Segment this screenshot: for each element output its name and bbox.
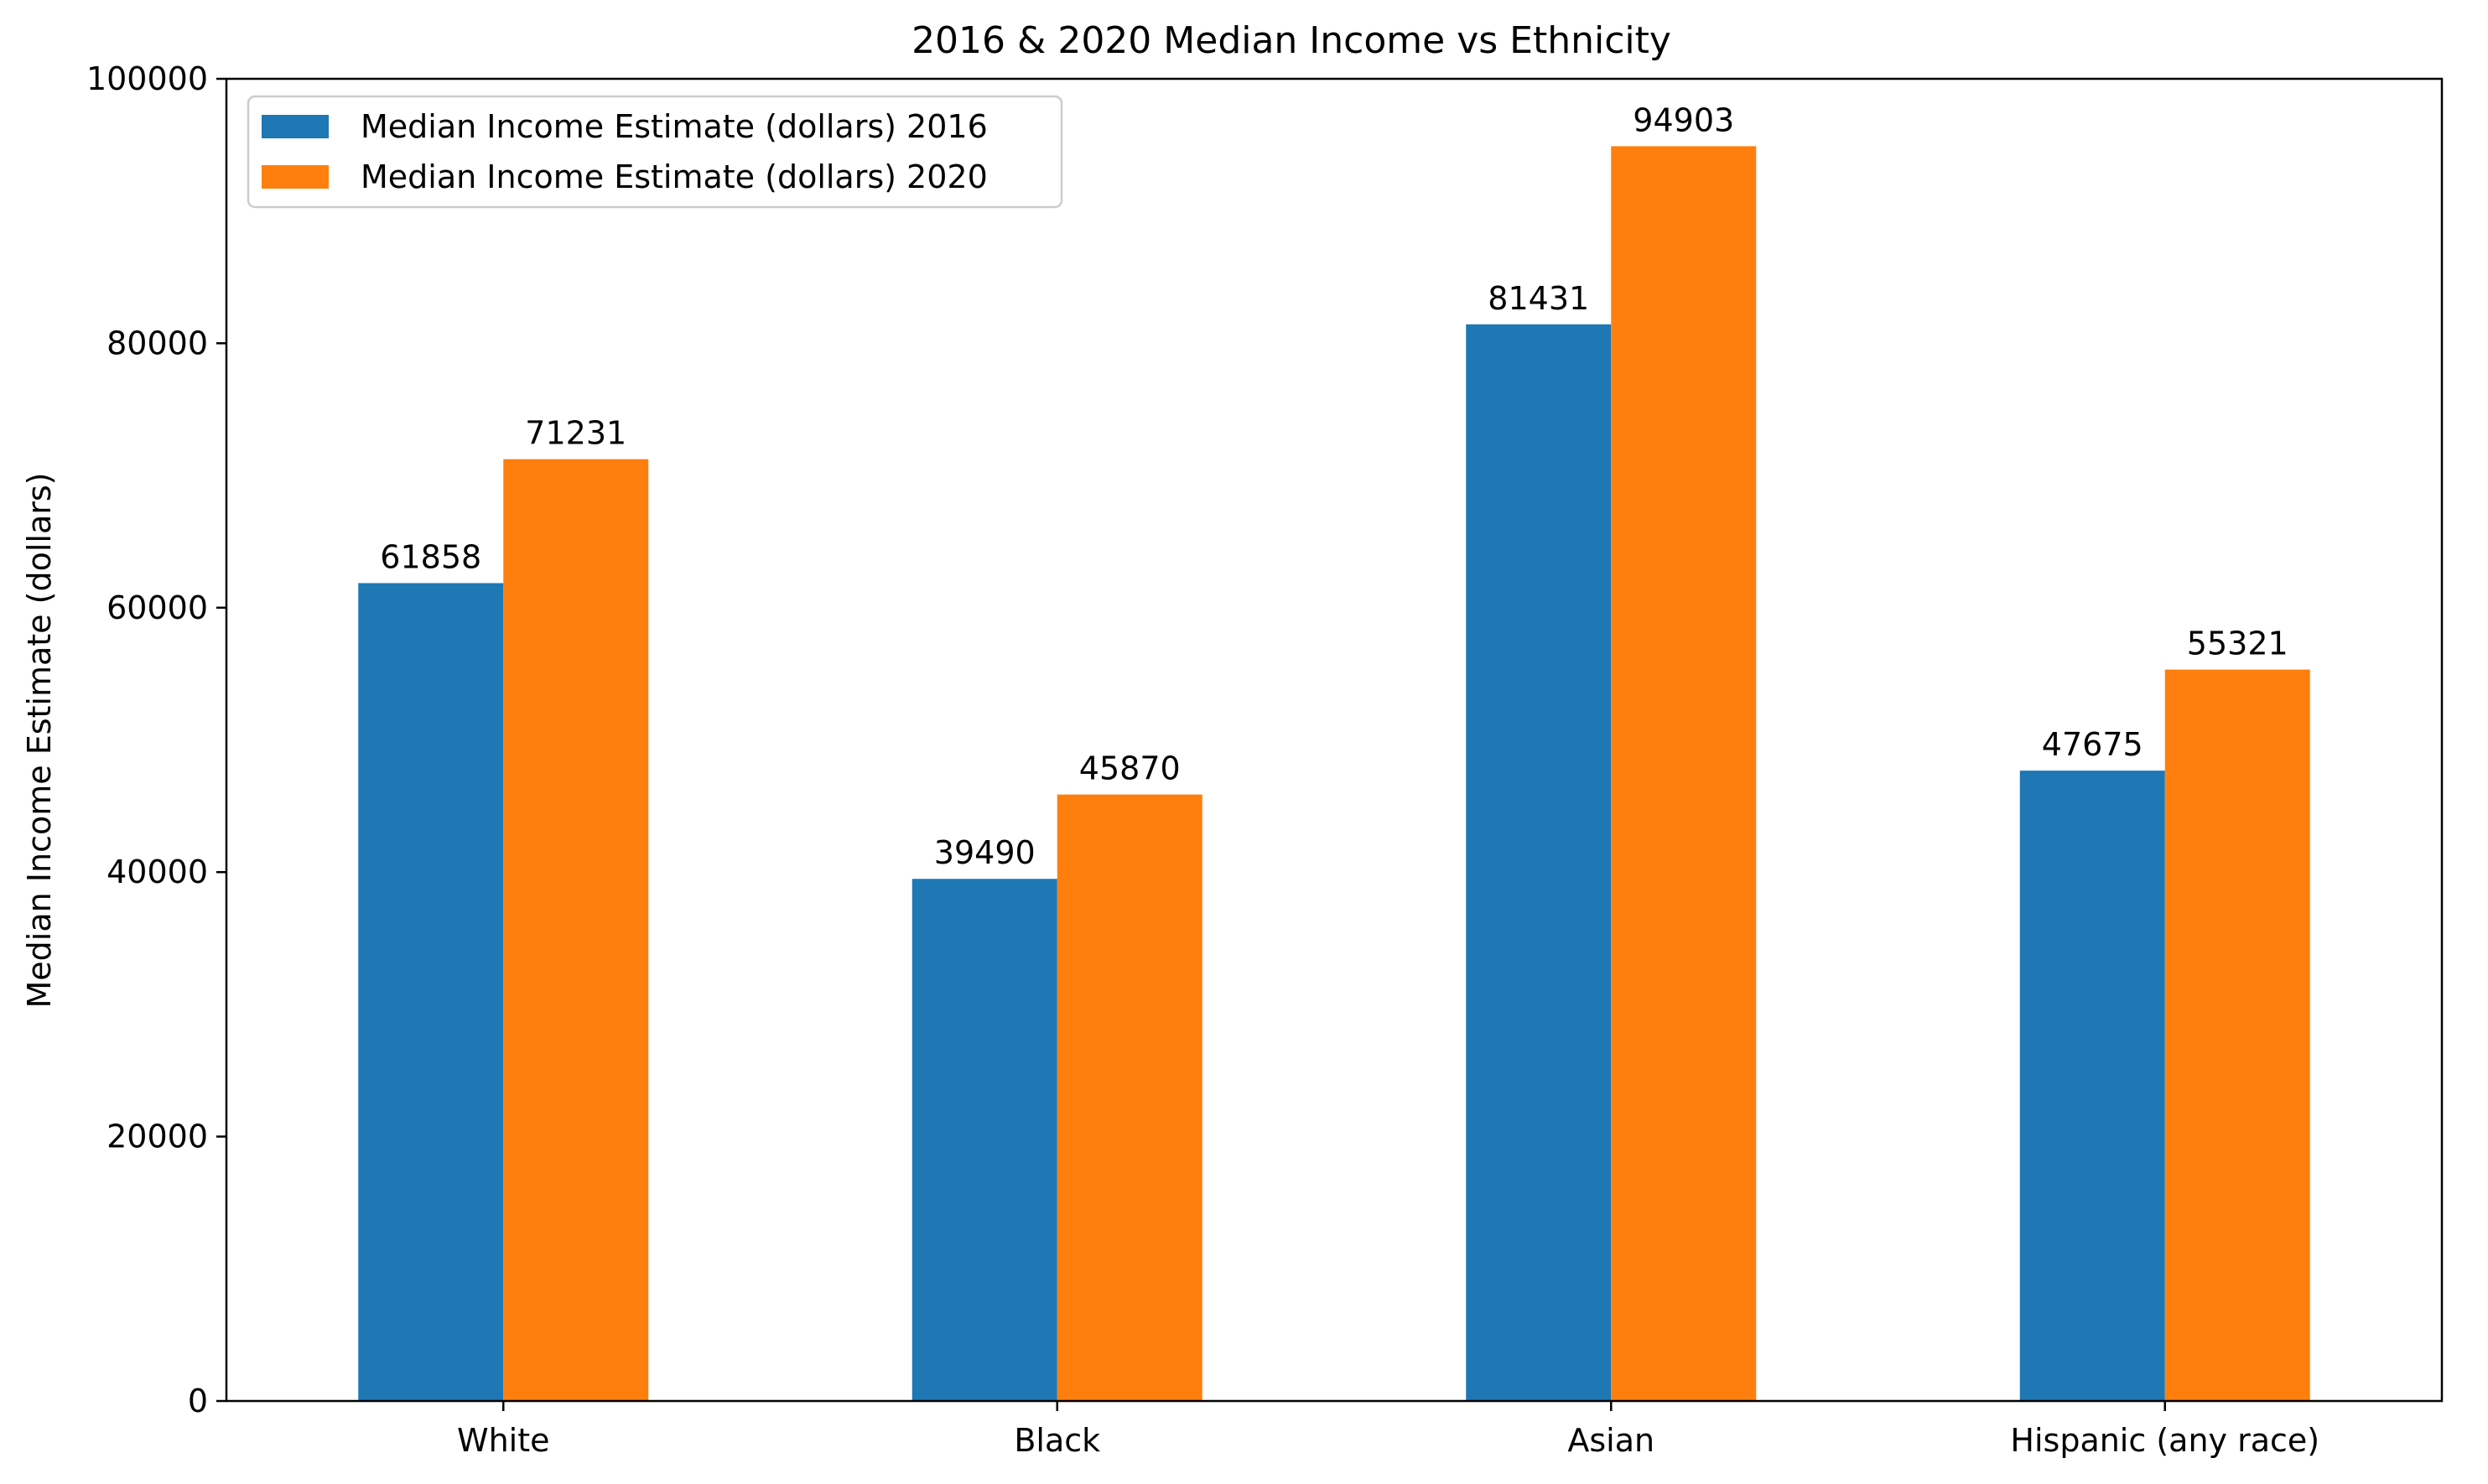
y-tick-label: 100000 xyxy=(86,60,208,97)
bar-2016-0 xyxy=(358,583,504,1401)
x-tick-label: Black xyxy=(1014,1422,1100,1459)
data-label: 81431 xyxy=(1488,280,1589,317)
data-label: 94903 xyxy=(1633,101,1734,138)
x-tick-label: Hispanic (any race) xyxy=(2010,1422,2319,1459)
bar-2016-1 xyxy=(912,879,1057,1401)
y-tick-label: 80000 xyxy=(106,324,208,361)
legend-swatch-2020 xyxy=(262,165,329,189)
data-label: 47675 xyxy=(2042,726,2143,763)
data-label: 61858 xyxy=(380,538,481,575)
legend-label: Median Income Estimate (dollars) 2016 xyxy=(361,108,988,145)
y-axis-label: Median Income Estimate (dollars) xyxy=(21,473,58,1009)
legend: Median Income Estimate (dollars) 2016 Med… xyxy=(247,95,1063,209)
y-tick-label: 20000 xyxy=(106,1118,208,1155)
bar-2020-3 xyxy=(2164,669,2310,1401)
bar-2020-0 xyxy=(503,459,649,1401)
bar-2016-3 xyxy=(2019,771,2165,1401)
bar-2020-1 xyxy=(1057,794,1202,1401)
data-label: 39490 xyxy=(934,834,1036,871)
legend-label: Median Income Estimate (dollars) 2020 xyxy=(361,158,988,195)
chart-title: 2016 & 2020 Median Income vs Ethnicity xyxy=(912,19,1671,62)
plot-area: 61858 39490 81431 47675 71231 45870 94903 55321… xyxy=(86,60,2444,1459)
legend-box xyxy=(247,95,1063,209)
bar-2020-2 xyxy=(1611,146,1757,1402)
legend-swatch-2016 xyxy=(262,115,329,138)
x-tick-label: Asian xyxy=(1567,1422,1654,1459)
y-tick-label: 60000 xyxy=(106,589,208,626)
y-tick-label: 40000 xyxy=(106,854,208,890)
bar-2016-2 xyxy=(1466,324,1612,1401)
x-tick-label: White xyxy=(457,1422,550,1459)
data-label: 55321 xyxy=(2187,625,2288,662)
data-label: 45870 xyxy=(1079,750,1181,787)
axes-frame xyxy=(225,77,2444,1403)
y-tick-label: 0 xyxy=(188,1383,208,1419)
data-label: 71231 xyxy=(525,415,626,452)
